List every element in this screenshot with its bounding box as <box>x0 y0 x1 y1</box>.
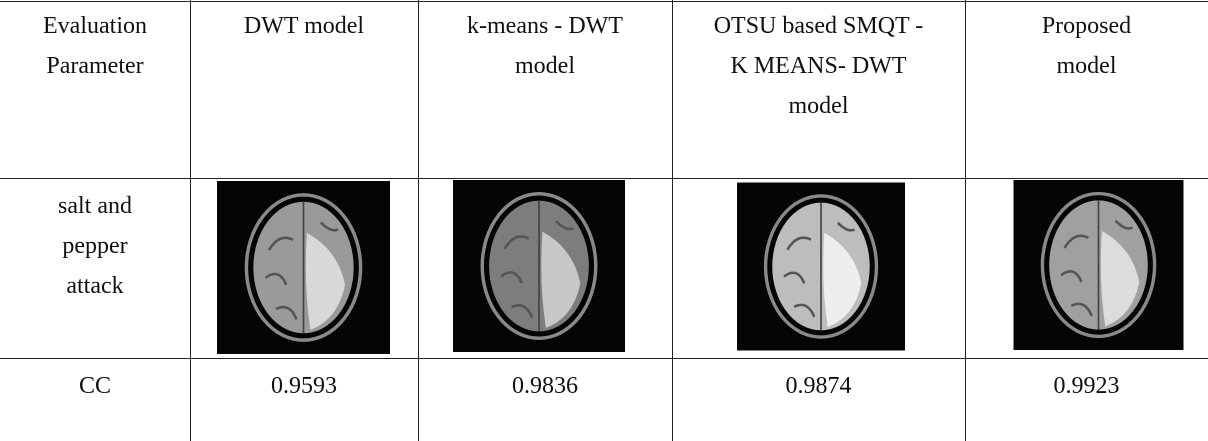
cell-line: DWT model <box>190 6 418 46</box>
cell-line: model <box>672 86 965 126</box>
cell-line: OTSU based SMQT - <box>672 6 965 46</box>
cell-line: pepper <box>0 226 190 266</box>
cell-line: Parameter <box>0 46 190 86</box>
cell-line: Proposed <box>965 6 1208 46</box>
cell-line: Evaluation <box>0 6 190 46</box>
cell-line: CC <box>0 366 190 406</box>
value-cell: 0.9923 <box>965 366 1208 406</box>
rule <box>0 178 1208 179</box>
mri-image <box>217 180 390 355</box>
mri-image <box>1012 180 1185 350</box>
cell-line: model <box>965 46 1208 86</box>
row-label: CC <box>0 366 190 406</box>
cell-line: k-means - DWT <box>418 6 672 46</box>
header-cell: DWT model <box>190 6 418 46</box>
mri-image <box>737 178 905 355</box>
value-cell: 0.9874 <box>672 366 965 406</box>
value-cell: 0.9593 <box>190 366 418 406</box>
cell-line: model <box>418 46 672 86</box>
cell-line: attack <box>0 266 190 306</box>
rule <box>0 1 1208 2</box>
table-page: EvaluationParameterDWT modelk-means - DW… <box>0 0 1208 441</box>
cell-line: K MEANS- DWT <box>672 46 965 86</box>
value-cell: 0.9836 <box>418 366 672 406</box>
mri-image <box>453 180 625 352</box>
rule <box>0 358 1208 359</box>
cell-line: salt and <box>0 186 190 226</box>
